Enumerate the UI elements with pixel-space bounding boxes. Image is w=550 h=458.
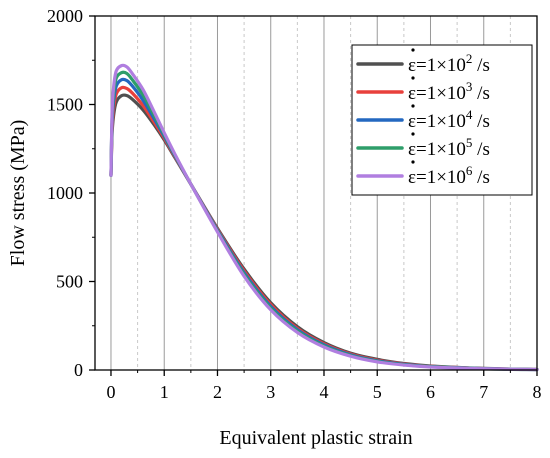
- legend-label: ε=1×106 /s: [408, 163, 490, 188]
- x-axis-title: Equivalent plastic strain: [219, 427, 412, 449]
- legend-rate-dot: [411, 160, 415, 164]
- y-tick-label: 500: [56, 272, 83, 292]
- y-axis-title: Flow stress (MPa): [7, 120, 29, 267]
- x-tick-label: 7: [479, 382, 488, 402]
- legend-rate-dot: [411, 76, 415, 80]
- legend-rate-dot: [411, 132, 415, 136]
- y-tick-label: 2000: [47, 6, 83, 26]
- x-tick-label: 5: [373, 382, 382, 402]
- legend-label: ε=1×105 /s: [408, 135, 490, 160]
- legend-label: ε=1×104 /s: [408, 107, 490, 132]
- legend-label: ε=1×102 /s: [408, 51, 490, 76]
- axis-ticks: 0 1 2 3 4 5 6 7 8 0 500 1000 1500 2000: [47, 6, 542, 402]
- series-lines: [109, 63, 539, 372]
- y-tick-label: 0: [74, 360, 83, 380]
- legend-rate-dot: [411, 48, 415, 52]
- legend-label: ε=1×103 /s: [408, 79, 490, 104]
- series-line-5: [109, 63, 539, 372]
- x-tick-label: 6: [426, 382, 435, 402]
- x-tick-label: 4: [319, 382, 328, 402]
- x-tick-label: 8: [533, 382, 542, 402]
- legend-rate-dot: [411, 104, 415, 108]
- x-tick-label: 0: [106, 382, 115, 402]
- y-tick-label: 1000: [47, 183, 83, 203]
- x-tick-label: 3: [266, 382, 275, 402]
- legend: ε=1×102 /s ε=1×103 /s ε=1×104 /s ε=1×105 /s…: [351, 44, 533, 196]
- x-tick-label: 1: [160, 382, 169, 402]
- y-tick-label: 1500: [47, 95, 83, 115]
- x-tick-label: 2: [213, 382, 222, 402]
